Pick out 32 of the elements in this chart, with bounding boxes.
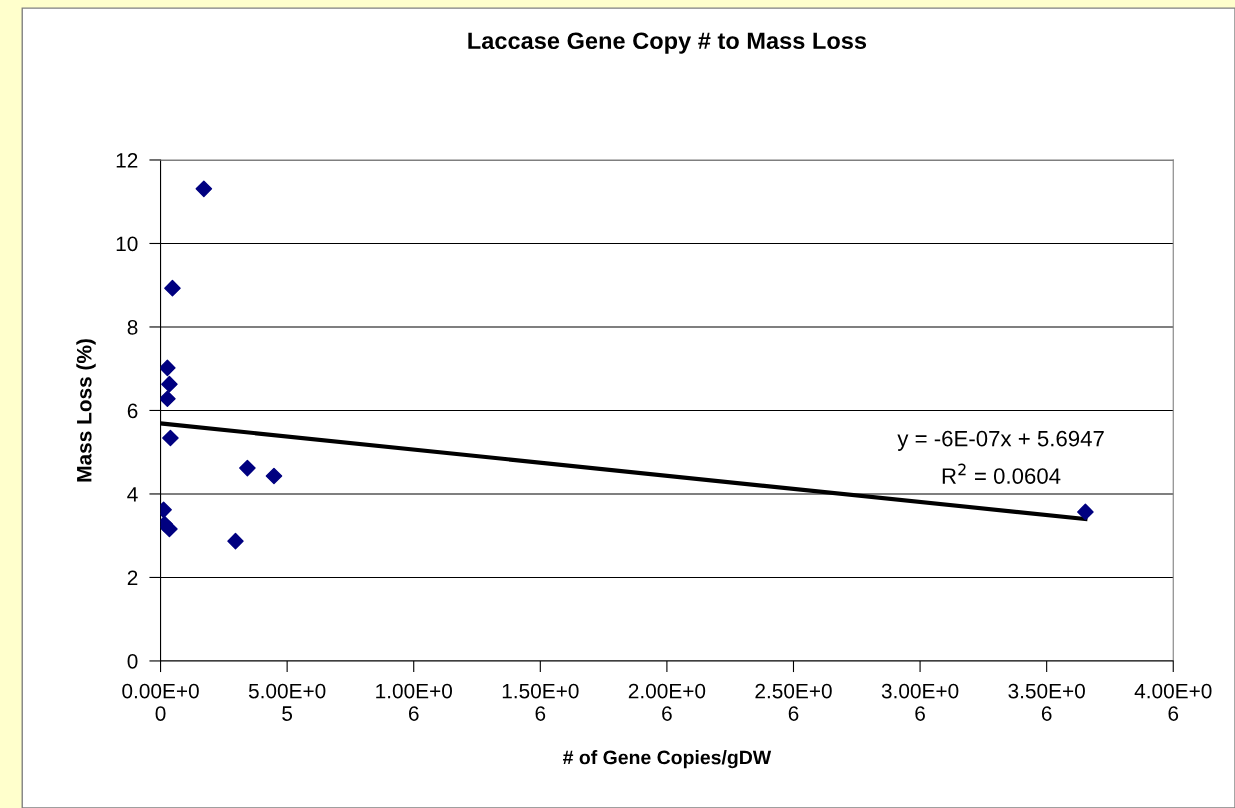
point — [195, 180, 213, 198]
annotation: y = -6E-07x + 5.6947 — [897, 430, 1104, 451]
y-tick-label: 4 — [127, 487, 138, 502]
x-tick-label: 5.00E+05 — [248, 683, 326, 721]
point — [227, 532, 244, 550]
x-tick-label: 1.00E+06 — [376, 683, 453, 721]
point — [239, 459, 256, 477]
point — [1077, 503, 1094, 521]
x-tick-label: 4.00E+06 — [1134, 683, 1212, 721]
x-tick-label: 3.00E+06 — [881, 683, 959, 721]
point — [265, 467, 283, 485]
x-tick-label: 2.00E+06 — [628, 683, 706, 721]
point — [160, 390, 176, 408]
x-tick-label: 0.00E+00 — [122, 683, 199, 721]
x-tick-label: 2.50E+06 — [755, 683, 832, 721]
point — [161, 520, 178, 538]
y-tick-label: 8 — [127, 319, 138, 335]
y-tick-label: 12 — [116, 152, 138, 168]
x-tick-label: 1.50E+06 — [502, 683, 579, 721]
x-tick-label: 3.50E+06 — [1008, 683, 1085, 721]
y-tick-label: 2 — [127, 570, 138, 585]
point — [164, 279, 181, 297]
point — [162, 429, 179, 447]
point — [161, 375, 178, 393]
point — [160, 359, 176, 377]
y-axis-title: Mass Loss (%) — [76, 339, 96, 482]
annotation: R$^{2}$ = 0.0604 — [942, 463, 1061, 484]
y-tick-label: 0 — [127, 653, 138, 669]
y-tick-label: 10 — [116, 236, 138, 252]
chart-title: Laccase Gene Copy # to Mass Loss — [468, 32, 867, 54]
y-tick-label: 6 — [127, 403, 138, 419]
x-axis-title: # of Gene Copies/gDW — [562, 750, 772, 769]
